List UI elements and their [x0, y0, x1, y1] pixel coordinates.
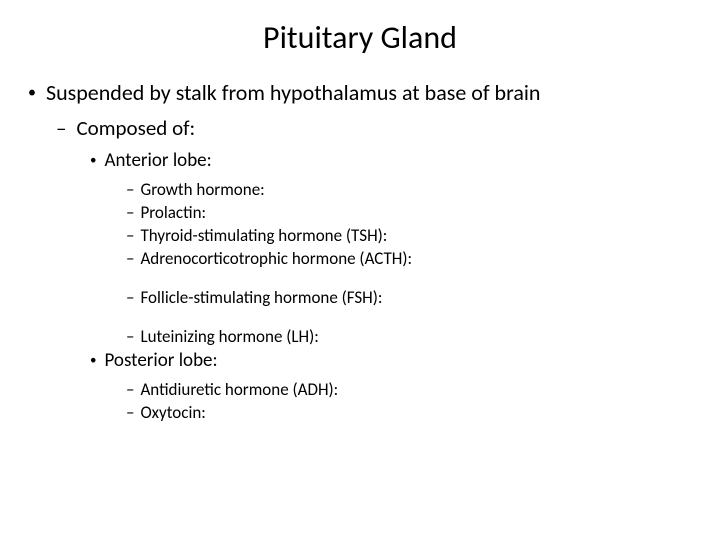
bullet-anterior-lobe: • Anterior lobe:: [90, 149, 696, 173]
bullet-tsh: – Thyroid-stimulating hormone (TSH):: [126, 225, 696, 246]
dash-marker-icon: –: [126, 326, 134, 347]
dash-marker-icon: –: [56, 115, 66, 141]
hormone-text: Follicle-stimulating hormone (FSH):: [140, 287, 382, 308]
bullet-marker-icon: •: [90, 149, 96, 173]
bullet-l1-text: Suspended by stalk from hypothalamus at …: [46, 79, 541, 106]
spacing-gap: [24, 271, 696, 287]
bullet-adh: – Antidiuretic hormone (ADH):: [126, 379, 696, 400]
anterior-lobe-label: Anterior lobe:: [104, 149, 211, 172]
bullet-growth-hormone: – Growth hormone:: [126, 179, 696, 200]
bullet-prolactin: – Prolactin:: [126, 202, 696, 223]
dash-marker-icon: –: [126, 179, 134, 200]
hormone-text: Adrenocorticotrophic hormone (ACTH):: [140, 248, 412, 269]
bullet-lh: – Luteinizing hormone (LH):: [126, 326, 696, 347]
hormone-text: Luteinizing hormone (LH):: [140, 326, 318, 347]
bullet-level-2: – Composed of:: [56, 115, 696, 141]
spacing-gap: [24, 310, 696, 326]
bullet-l2-text: Composed of:: [76, 115, 195, 141]
dash-marker-icon: –: [126, 248, 134, 269]
dash-marker-icon: –: [126, 287, 134, 308]
dash-marker-icon: –: [126, 379, 134, 400]
bullet-level-1: • Suspended by stalk from hypothalamus a…: [28, 79, 696, 107]
bullet-fsh: – Follicle-stimulating hormone (FSH):: [126, 287, 696, 308]
hormone-text: Antidiuretic hormone (ADH):: [140, 379, 338, 400]
dash-marker-icon: –: [126, 402, 134, 423]
bullet-marker-icon: •: [90, 349, 96, 373]
dash-marker-icon: –: [126, 202, 134, 223]
hormone-text: Prolactin:: [140, 202, 206, 223]
dash-marker-icon: –: [126, 225, 134, 246]
bullet-posterior-lobe: • Posterior lobe:: [90, 349, 696, 373]
bullet-marker-icon: •: [28, 79, 36, 107]
slide-title: Pituitary Gland: [24, 18, 696, 57]
hormone-text: Growth hormone:: [140, 179, 264, 200]
posterior-lobe-label: Posterior lobe:: [104, 349, 217, 372]
hormone-text: Oxytocin:: [140, 402, 205, 423]
hormone-text: Thyroid-stimulating hormone (TSH):: [140, 225, 387, 246]
bullet-acth: – Adrenocorticotrophic hormone (ACTH):: [126, 248, 696, 269]
bullet-oxytocin: – Oxytocin:: [126, 402, 696, 423]
